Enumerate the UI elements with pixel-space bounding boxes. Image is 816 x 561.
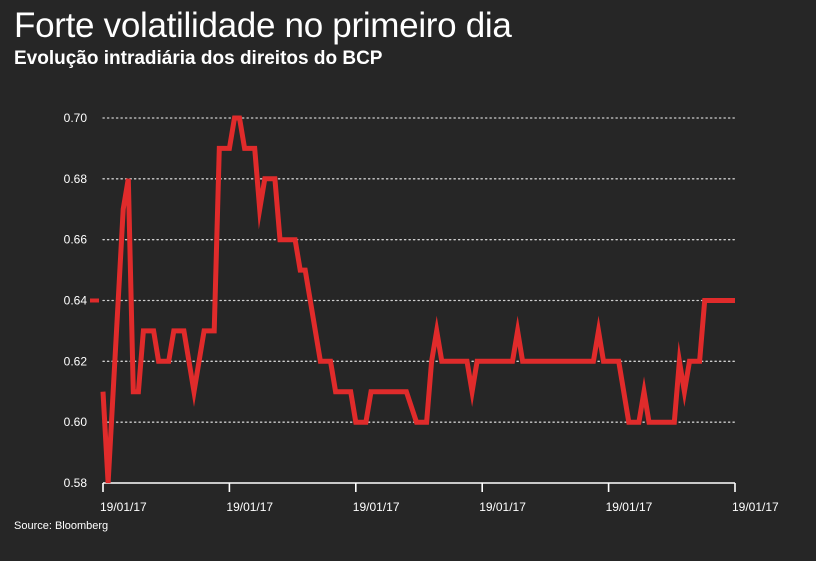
x-tick-label: 19/01/17 xyxy=(226,500,273,514)
y-tick-label: 0.68 xyxy=(64,172,88,186)
chart-subtitle: Evolução intradiária dos direitos do BCP xyxy=(14,48,383,69)
axes xyxy=(102,482,736,492)
series-line xyxy=(100,115,735,484)
y-tick-label: 0.60 xyxy=(64,415,88,429)
x-tick-label: 19/01/17 xyxy=(606,500,653,514)
y-tick-label: 0.58 xyxy=(64,476,88,490)
x-tick-label: 19/01/17 xyxy=(479,500,526,514)
x-tick-label: 19/01/17 xyxy=(100,500,147,514)
y-tick-label: 0.70 xyxy=(64,111,88,125)
series xyxy=(90,115,735,484)
source-note: Source: Bloomberg xyxy=(14,520,109,532)
chart-title: Forte volatilidade no primeiro dia xyxy=(14,6,512,45)
x-tick-label: 19/01/17 xyxy=(732,500,779,514)
y-axis-labels: 0.58 0.60 0.62 0.64 0.66 0.68 0.70 xyxy=(64,111,88,490)
y-tick-label: 0.62 xyxy=(64,354,88,368)
y-tick-label: 0.66 xyxy=(64,233,88,247)
x-tick-label: 19/01/17 xyxy=(353,500,400,514)
x-axis-labels: 19/01/17 19/01/17 19/01/17 19/01/17 19/01/17… xyxy=(100,500,779,514)
y-tick-label: 0.64 xyxy=(64,294,88,308)
